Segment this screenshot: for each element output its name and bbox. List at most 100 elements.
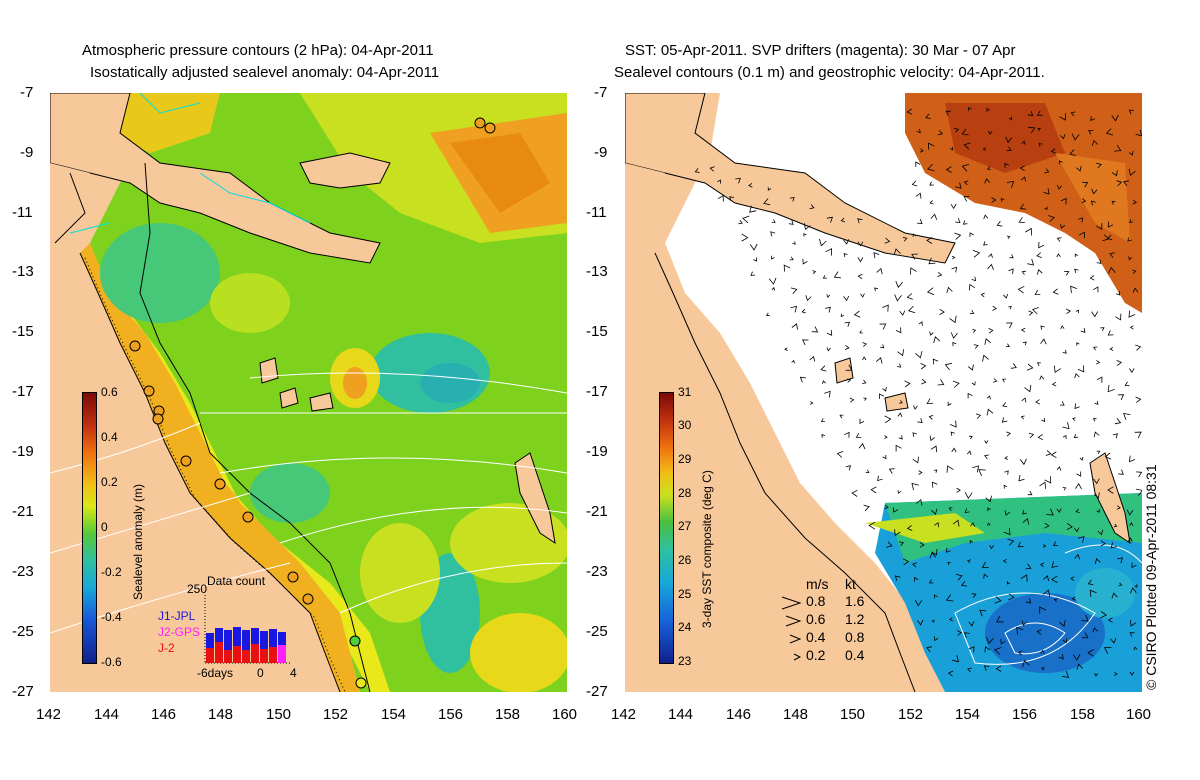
velocity-arrow [1096, 162, 1102, 169]
velocity-arrow [952, 380, 960, 388]
velocity-arrow [1021, 270, 1026, 275]
velocity-arrow [1051, 381, 1057, 387]
velocity-arrow [1126, 509, 1134, 516]
velocity-arrow [931, 619, 935, 623]
velocity-arrow [826, 347, 831, 352]
velocity-arrow [1107, 330, 1114, 336]
velocity-arrow [1006, 581, 1011, 585]
velocity-arrow [784, 347, 788, 351]
velocity-arrow [917, 218, 923, 225]
velocity-arrow [849, 397, 855, 403]
velocity-arrow [1082, 181, 1089, 188]
velocity-arrow [884, 435, 888, 440]
velocity-arrow [738, 219, 743, 225]
velocity-arrow [1136, 488, 1142, 496]
velocity-arrow [1066, 308, 1072, 315]
velocity-arrow [1020, 574, 1028, 582]
velocity-arrow [874, 287, 878, 292]
velocity-arrow [1111, 201, 1116, 205]
velocity-arrow [1044, 206, 1048, 211]
lat-label: -11 [12, 204, 33, 221]
lat-label: -15 [12, 323, 34, 340]
velocity-arrow [741, 233, 749, 242]
velocity-arrow [843, 295, 850, 302]
mission-label: J-2 [158, 641, 175, 655]
velocity-arrow [929, 200, 934, 205]
velocity-arrow [895, 327, 902, 334]
velocity-arrow [768, 277, 777, 285]
velocity-arrow [1100, 327, 1105, 332]
velocity-arrow [1051, 561, 1059, 568]
legend-ms: 0.4 [806, 629, 826, 645]
velocity-arrow [896, 363, 902, 368]
velocity-arrow [1129, 368, 1135, 374]
lon-label: 150 [840, 706, 866, 723]
velocity-arrow [961, 128, 969, 136]
velocity-arrow [845, 465, 851, 471]
velocity-arrow [1129, 325, 1134, 330]
velocity-arrow [859, 418, 865, 424]
velocity-arrow [1034, 289, 1041, 295]
cbar-tick: 29 [678, 452, 692, 466]
cbar-tick: 0.4 [101, 430, 118, 444]
velocity-arrow [1096, 376, 1103, 383]
velocity-arrow [1116, 360, 1123, 366]
velocity-arrow [862, 379, 867, 384]
velocity-arrow [1077, 536, 1085, 543]
velocity-arrow [917, 619, 924, 626]
lat-label: -17 [12, 383, 34, 400]
velocity-arrow [954, 232, 962, 240]
velocity-arrow [966, 450, 972, 456]
velocity-arrow [1050, 148, 1056, 154]
velocity-arrow [1018, 217, 1025, 223]
velocity-arrow [904, 380, 911, 388]
velocity-arrow [1096, 259, 1102, 264]
velocity-arrow [929, 552, 937, 559]
velocity-arrow [983, 665, 990, 671]
velocity-arrow [994, 596, 1002, 604]
velocity-arrow [971, 381, 976, 386]
inset-axis-label: 4 [290, 666, 297, 680]
velocity-arrow [893, 248, 901, 256]
velocity-arrow [1092, 627, 1098, 633]
velocity-arrow [950, 420, 957, 428]
velocity-arrow [1091, 188, 1098, 195]
velocity-arrow [914, 599, 923, 607]
velocity-arrow [919, 148, 924, 153]
velocity-arrow [1111, 170, 1118, 177]
velocity-arrow [1006, 235, 1011, 240]
velocity-arrow [1009, 254, 1014, 259]
velocity-arrow [1136, 471, 1142, 478]
lon-label: 154 [381, 706, 407, 723]
velocity-arrow [931, 548, 938, 556]
velocity-arrow [1109, 346, 1114, 351]
velocity-arrow [1062, 422, 1070, 430]
velocity-arrow [1110, 637, 1117, 644]
velocity-arrow [1010, 363, 1017, 369]
velocity-arrow [951, 266, 958, 273]
velocity-arrow [1041, 418, 1046, 423]
lat-label: -25 [12, 623, 34, 640]
velocity-arrow [1107, 384, 1115, 393]
velocity-arrow [970, 522, 976, 527]
velocity-arrow [1040, 649, 1045, 654]
velocity-arrow [902, 236, 908, 242]
velocity-arrow [987, 130, 993, 135]
velocity-arrow [1062, 349, 1067, 354]
velocity-arrow [799, 376, 807, 383]
velocity-arrow [1008, 116, 1013, 121]
velocity-arrow [1036, 629, 1042, 635]
velocity-arrow [913, 405, 918, 410]
velocity-arrow [928, 142, 935, 150]
velocity-arrow [1043, 188, 1050, 195]
velocity-arrow [983, 241, 988, 246]
velocity-arrow [927, 163, 935, 172]
legend-header-ms: m/s [806, 576, 829, 592]
velocity-arrow [1118, 582, 1123, 587]
velocity-arrow [1134, 431, 1142, 439]
velocity-arrow [879, 323, 887, 330]
velocity-arrow [952, 655, 960, 663]
velocity-arrow [1027, 490, 1033, 496]
inset-max-label: 250 [187, 582, 208, 596]
velocity-arrow [824, 390, 831, 398]
